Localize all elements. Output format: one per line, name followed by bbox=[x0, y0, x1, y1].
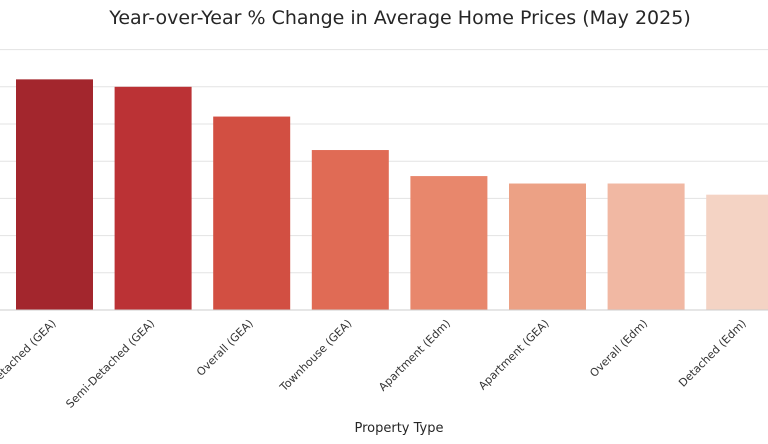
bar bbox=[509, 183, 586, 310]
bar bbox=[114, 86, 192, 310]
x-tick-label: Semi-Detached (GEA) bbox=[63, 317, 157, 411]
x-tick-label: Apartment (Edm) bbox=[376, 317, 453, 394]
x-axis-label: Property Type bbox=[354, 421, 443, 436]
x-tick-label: Townhouse (GEA) bbox=[277, 317, 355, 395]
bar bbox=[213, 116, 291, 310]
x-tick-label: Overall (Edm) bbox=[587, 317, 650, 380]
bars bbox=[16, 79, 768, 310]
bar bbox=[311, 150, 389, 310]
chart-title: Year-over-Year % Change in Average Home … bbox=[108, 7, 690, 29]
x-tick-label: Detached (Edm) bbox=[676, 317, 749, 390]
bar bbox=[16, 79, 93, 310]
x-tick-label: Overall (GEA) bbox=[194, 317, 256, 379]
bar bbox=[410, 176, 488, 310]
x-tick-labels: Detached (GEA) Semi-Detached (GEA) Overall… bbox=[0, 317, 749, 411]
x-tick-label: Detached (GEA) bbox=[0, 317, 59, 389]
bar bbox=[607, 183, 685, 310]
bar bbox=[706, 194, 768, 310]
x-tick-label: Apartment (GEA) bbox=[476, 317, 552, 393]
